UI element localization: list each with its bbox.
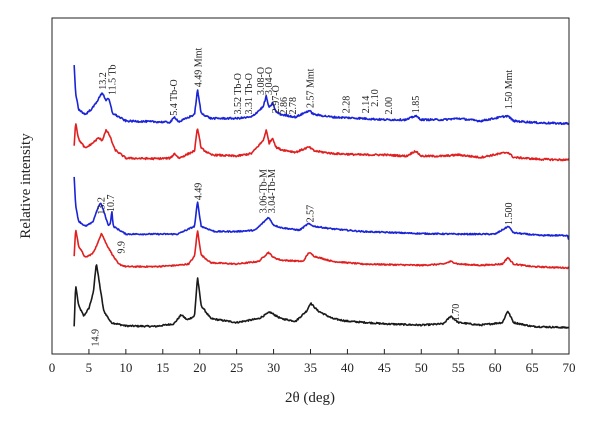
peak-annotation: 13.2 [98,72,109,90]
peak-annotation: 3.04-Tb-M [267,169,278,213]
x-tick-label: 5 [86,360,93,375]
peak-annotation: 2.00 [384,97,395,115]
peak-annotation: 3.06-Tb-M [258,169,269,213]
y-axis-title: Relative intensity [18,133,34,239]
x-tick-label: 45 [378,360,391,375]
x-tick-label: 50 [415,360,428,375]
series-5-line [73,65,570,126]
x-tick-label: 25 [230,360,243,375]
series-4-line [73,123,570,162]
x-tick-label: 35 [304,360,317,375]
peak-annotation: 2.86 [279,97,290,115]
x-tick-label: 55 [452,360,465,375]
x-tick-label: 20 [193,360,206,375]
peak-annotation: 4.49 [193,183,204,201]
peak-annotation: 5.4 Tb-O [169,79,180,115]
x-tick-label: 10 [119,360,132,375]
peak-annotation: 9.9 [116,241,127,254]
peak-annotation: 2.57 [305,205,316,223]
annotation-layer: 14.91.709.913.210.74.49 3.06-Tb-M3.04-Tb-… [91,48,516,347]
x-tick-label: 60 [489,360,502,375]
peak-annotation: 1.50 Mmt [504,70,515,110]
peak-annotation: 2.57 Mmt [305,68,316,108]
peak-annotation: 1.70 [451,304,462,322]
peak-annotation: 4.49 Mmt [193,48,204,88]
y-axis-title-text: Relative intensity [18,133,34,239]
peak-annotation: 2.14 [361,96,372,114]
peak-annotation: 3.31 Tb-O [244,73,255,114]
x-tick-label: 40 [341,360,354,375]
x-tick-label: 30 [267,360,280,375]
peak-annotation: 3.52 Tb-O [233,73,244,114]
peak-annotation: 10.7 [106,195,117,213]
peak-annotation: 14.9 [91,329,102,347]
peak-annotation: 1.85 [411,96,422,114]
peak-annotation: 2.97-O [271,85,282,113]
peak-annotation: 2.10 [370,89,381,107]
series-1-line [73,264,570,329]
x-tick-label: 70 [563,360,576,375]
peak-annotation: 1.500 [504,203,515,226]
x-axis-title: 2θ (deg) [285,390,335,406]
series-2-line [73,229,569,270]
trace-layer [73,65,570,329]
peak-annotation: 11.5 Tb [108,64,119,95]
x-axis-title-text: 2θ (deg) [285,390,335,406]
peak-annotation: 3.08-O [256,67,267,95]
x-tick-label: 0 [49,360,56,375]
peak-annotation: 2.78 [288,97,299,115]
x-axis-ticks: 0 5 10 15 20 25 30 35 40 45 50 55 60 65 70 [49,349,576,375]
peak-annotation: 2.28 [342,96,353,114]
series-3-line [73,176,570,241]
peak-annotation: 3.04-O [264,67,275,95]
peak-annotation: 13.2 [96,197,107,215]
x-tick-label: 15 [156,360,169,375]
x-tick-label: 65 [526,360,539,375]
